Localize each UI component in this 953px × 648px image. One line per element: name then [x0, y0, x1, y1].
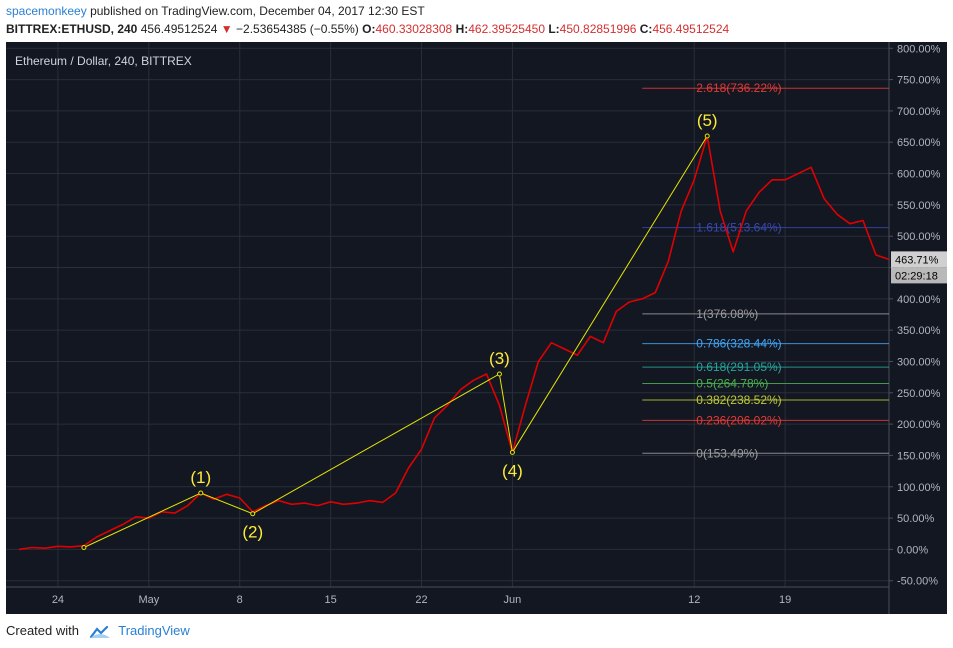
y-tick-label: 700.00% [897, 106, 941, 118]
y-tick-label: 500.00% [897, 231, 941, 243]
x-tick-label: 12 [688, 594, 700, 606]
down-arrow-icon: ▼ [220, 22, 233, 36]
x-tick-label: May [138, 594, 159, 606]
high-label: H: [455, 22, 469, 36]
last-value-badge [891, 251, 947, 268]
last-value-text: 463.71% [895, 254, 939, 266]
x-tick-label: 15 [325, 594, 337, 606]
price-line [18, 135, 890, 551]
y-tick-label: 50.00% [897, 513, 935, 525]
y-tick-label: 750.00% [897, 75, 941, 87]
y-tick-label: 350.00% [897, 325, 941, 337]
tradingview-logo-icon [89, 625, 110, 638]
price-value: 456.49512524 [140, 22, 218, 36]
publish-line: spacemonkeey published on TradingView.co… [6, 4, 425, 18]
wave-label: (1) [190, 468, 211, 487]
y-tick-label: 400.00% [897, 294, 941, 306]
wave-label: (2) [242, 523, 263, 542]
x-tick-label: 24 [52, 594, 64, 606]
footer: Created with TradingView [6, 623, 190, 639]
high-value: 462.39525450 [468, 22, 545, 36]
y-tick-label: 250.00% [897, 388, 941, 400]
wave-label: (5) [697, 111, 718, 130]
y-tick-label: 300.00% [897, 356, 941, 368]
tradingview-link[interactable]: TradingView [118, 623, 190, 638]
y-tick-label: 550.00% [897, 200, 941, 212]
wave-point [198, 490, 204, 496]
fib-level-label: 0.618(291.05%) [696, 360, 781, 374]
symbol-label: BITTREX:ETHUSD, 240 [6, 22, 138, 36]
wave-label: (3) [489, 349, 510, 368]
y-tick-label: 150.00% [897, 450, 941, 462]
wave-point [81, 545, 87, 551]
x-tick-label: 22 [415, 594, 427, 606]
y-tick-label: 600.00% [897, 169, 941, 181]
open-value: 460.33028308 [375, 22, 453, 36]
chart-title: Ethereum / Dollar, 240, BITTREX [15, 54, 192, 68]
fib-level-label: 0.382(238.52%) [696, 393, 781, 407]
y-tick-label: 200.00% [897, 419, 941, 431]
countdown-text: 02:29:18 [895, 270, 938, 282]
last-value-marker: 463.71% 02:29:18 [891, 251, 947, 284]
chart-background [6, 42, 947, 614]
fib-level-label: 1(376.08%) [696, 307, 758, 321]
y-tick-label: 800.00% [897, 43, 941, 55]
wave-point [509, 449, 515, 455]
grid-lines [6, 42, 889, 587]
fib-level-label: 2.618(736.22%) [696, 81, 781, 95]
fib-level-label: 0.786(328.44%) [696, 337, 781, 351]
wave-point [496, 371, 502, 377]
countdown-badge [891, 267, 947, 284]
change-value: −2.53654385 (−0.55%) [236, 22, 359, 36]
price-series [18, 135, 890, 551]
author-link[interactable]: spacemonkeey [6, 4, 87, 18]
published-text: published on TradingView.com, December 0… [90, 4, 425, 18]
fib-level-label: 0.236(206.02%) [696, 413, 781, 427]
y-tick-label: -50.00% [897, 576, 938, 588]
close-label: C: [639, 22, 653, 36]
fib-level-label: 1.618(513.64%) [696, 221, 781, 235]
low-value: 450.82851996 [559, 22, 637, 36]
y-tick-label: 650.00% [897, 137, 941, 149]
y-tick-label: 100.00% [897, 482, 941, 494]
open-label: O: [362, 22, 376, 36]
wave-point [250, 511, 256, 517]
fib-level-label: 0(153.49%) [696, 446, 758, 460]
x-tick-label: 8 [237, 594, 243, 606]
fib-level-label: 0.5(264.78%) [696, 377, 768, 391]
x-tick-label: Jun [504, 594, 522, 606]
wave-point [704, 133, 710, 139]
price-chart[interactable]: Ethereum / Dollar, 240, BITTREX 2.618(73… [6, 42, 947, 614]
time-axis: 24 May 8 15 22 Jun 12 19 [52, 594, 791, 606]
y-tick-label: 0.00% [897, 544, 928, 556]
x-tick-label: 19 [779, 594, 791, 606]
created-with-text: Created with [6, 623, 79, 638]
wave-label: (4) [502, 461, 523, 480]
low-label: L: [548, 22, 560, 36]
wave-line [83, 135, 708, 548]
fibonacci-levels: 2.618(736.22%) 1.618(513.64%) 1(376.08%) 0.… [642, 81, 889, 460]
close-value: 456.49512524 [652, 22, 730, 36]
ohlc-line: BITTREX:ETHUSD, 240 456.49512524 ▼ −2.53… [6, 22, 729, 36]
elliott-waves: (1) (2) (3) (4) (5) [81, 111, 718, 551]
